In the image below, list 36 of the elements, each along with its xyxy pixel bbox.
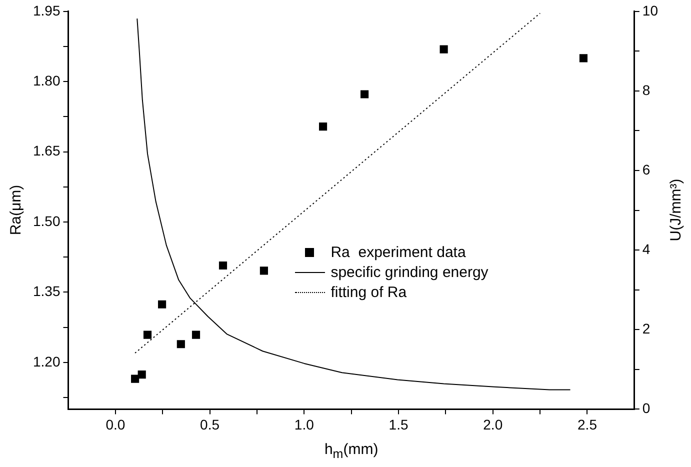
x-tick-label: 1.0	[294, 416, 314, 432]
y2-tick-label: 2	[642, 320, 650, 336]
point	[218, 261, 228, 270]
point	[158, 300, 166, 308]
y-axis-title: Ra(μm)	[8, 185, 24, 236]
point	[131, 374, 140, 383]
y2-tick-label: 4	[642, 240, 650, 257]
point	[192, 330, 200, 339]
x-tick-label: 1.5	[388, 416, 408, 432]
point	[360, 90, 369, 98]
y-tick-label: 1.50	[33, 212, 60, 229]
y2-tick-label: 6	[642, 161, 650, 178]
legend-label: fitting of Ra	[330, 284, 407, 301]
y2-tick-label: 0	[642, 400, 650, 416]
legend-label: specific grinding energy	[330, 264, 488, 281]
y2-tick-label: 8	[642, 82, 650, 98]
x-tick-label: 2.5	[578, 416, 598, 432]
point	[440, 45, 448, 54]
point	[143, 330, 152, 339]
y-tick-label: 1.80	[33, 72, 60, 88]
y2-tick-label: 10	[642, 2, 658, 18]
x-axis-title: h$_{m}$(mm)	[324, 441, 378, 462]
point	[318, 122, 328, 131]
x-tick-label: 0.5	[200, 416, 220, 432]
y-tick-label: 1.65	[33, 142, 60, 159]
y2-axis-title: U(J/mm³)	[668, 179, 684, 242]
point	[579, 54, 588, 62]
point	[260, 266, 268, 275]
y-tick-label: 1.95	[33, 2, 60, 18]
point	[176, 340, 185, 348]
x-tick-label: 2.0	[483, 416, 503, 432]
x-tick-label: 0.0	[106, 416, 126, 432]
y-tick-label: 1.35	[33, 283, 60, 300]
legend-label: Ra experiment data	[330, 244, 466, 261]
y-tick-label: 1.20	[33, 353, 60, 370]
point	[138, 370, 146, 379]
